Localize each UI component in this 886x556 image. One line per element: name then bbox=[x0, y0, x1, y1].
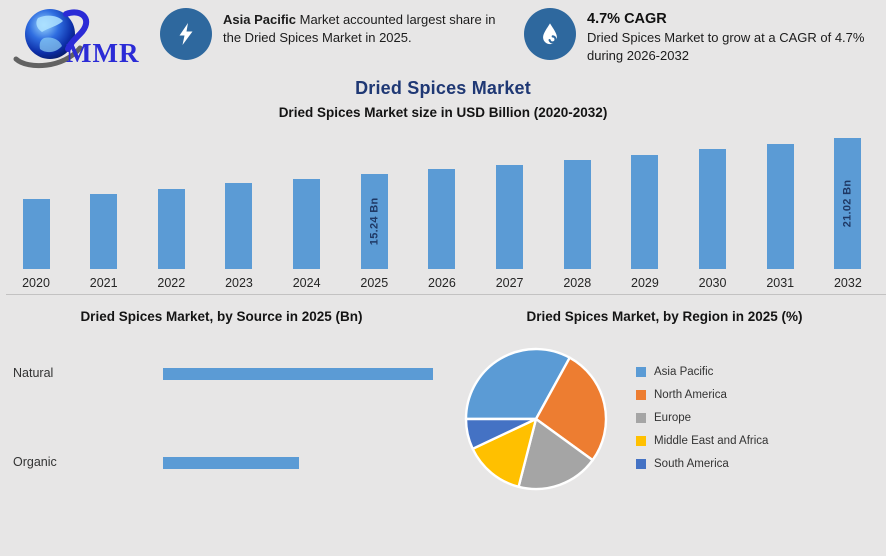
x-axis-label-2024: 2024 bbox=[292, 276, 321, 290]
x-axis-label-2027: 2027 bbox=[495, 276, 524, 290]
column-2024: 2024 bbox=[292, 179, 322, 290]
bar-2025: 15.24 Bn bbox=[360, 173, 388, 269]
legend-swatch-icon bbox=[636, 367, 646, 377]
column-2025: 15.24 Bn 2025 bbox=[359, 173, 389, 290]
x-axis-label-2030: 2030 bbox=[698, 276, 727, 290]
bar-value-label-2032: 21.02 Bn bbox=[841, 179, 854, 228]
column-2023: 2023 bbox=[224, 183, 254, 290]
pie-slice-asia-pacific bbox=[464, 347, 571, 421]
legend-label: Middle East and Africa bbox=[654, 435, 769, 447]
column-2032: 21.02 Bn 2032 bbox=[833, 137, 863, 290]
legend-label: North America bbox=[654, 389, 727, 401]
bar-2029 bbox=[631, 154, 659, 269]
column-2029: 2029 bbox=[630, 154, 660, 290]
bar-2020 bbox=[22, 199, 50, 269]
chart-subtitle: Dried Spices Market size in USD Billion … bbox=[278, 105, 608, 120]
column-2020: 2020 bbox=[21, 199, 51, 290]
x-axis-label-2028: 2028 bbox=[563, 276, 592, 290]
callout-1-rest: Market accounted largest share in the Dr… bbox=[223, 12, 496, 46]
callout-1-lead: Asia Pacific bbox=[223, 12, 296, 27]
x-axis-label-2023: 2023 bbox=[225, 276, 253, 290]
legend-item-north-america: North America bbox=[636, 388, 768, 402]
droplet-icon bbox=[524, 8, 576, 60]
column-2027: 2027 bbox=[495, 164, 525, 290]
lightning-icon bbox=[160, 8, 212, 60]
bar-2023 bbox=[225, 183, 253, 269]
globe-icon: MMR bbox=[13, 9, 139, 69]
x-axis-label-2020: 2020 bbox=[22, 276, 50, 290]
source-label-natural: Natural bbox=[13, 366, 54, 380]
page-title: Dried Spices Market bbox=[355, 78, 531, 98]
bar-2021 bbox=[90, 194, 118, 269]
source-label-organic: Organic bbox=[13, 455, 57, 469]
bar-value-label-2025: 15.24 Bn bbox=[368, 197, 381, 246]
cagr-heading: 4.7% CAGR bbox=[587, 11, 667, 27]
source-bar-organic bbox=[163, 457, 299, 469]
legend-item-south-america: South America bbox=[636, 457, 768, 471]
legend-swatch-icon bbox=[636, 413, 646, 423]
x-axis-label-2026: 2026 bbox=[428, 276, 456, 290]
column-2028: 2028 bbox=[562, 159, 592, 290]
cagr-text: Dried Spices Market to grow at a CAGR of… bbox=[587, 30, 865, 64]
bar-2030 bbox=[699, 149, 727, 269]
bar-2027 bbox=[496, 164, 524, 269]
x-axis-line bbox=[6, 294, 886, 295]
bar-2026 bbox=[428, 169, 456, 269]
x-axis-label-2025: 2025 bbox=[360, 276, 389, 290]
x-axis-label-2021: 2021 bbox=[89, 276, 118, 290]
pie-slice-europe bbox=[517, 417, 594, 491]
bar-2031 bbox=[766, 143, 794, 269]
logo-text: MMR bbox=[66, 38, 139, 68]
column-2022: 2022 bbox=[156, 189, 186, 290]
legend-swatch-icon bbox=[636, 436, 646, 446]
source-chart-title: Dried Spices Market, by Source in 2025 (… bbox=[80, 309, 363, 324]
bar-2032: 21.02 Bn bbox=[834, 137, 862, 269]
market-size-column-chart: 2020 2021 2022 2023 2024 15.24 Bn 2025 2026 2027… bbox=[21, 130, 863, 292]
legend-swatch-icon bbox=[636, 459, 646, 469]
pie-legend: Asia Pacific North America Europe Middle Ea… bbox=[636, 365, 768, 480]
column-2021: 2021 bbox=[89, 194, 119, 290]
mmr-logo: MMR bbox=[8, 4, 140, 70]
x-axis-label-2022: 2022 bbox=[157, 276, 186, 290]
x-axis-label-2031: 2031 bbox=[766, 276, 795, 290]
legend-label: Asia Pacific bbox=[654, 366, 714, 378]
legend-label: South America bbox=[654, 458, 729, 470]
legend-item-asia-pacific: Asia Pacific bbox=[636, 365, 768, 379]
legend-item-middle-east-and-africa: Middle East and Africa bbox=[636, 434, 768, 448]
bar-2022 bbox=[157, 189, 185, 269]
bar-2024 bbox=[293, 179, 321, 269]
callout-1-text: Asia Pacific Market accounted largest sh… bbox=[223, 11, 515, 48]
pie-slice-north-america bbox=[534, 356, 608, 462]
region-pie-chart bbox=[464, 347, 608, 491]
pie-slice-south-america bbox=[464, 417, 538, 450]
callout-cagr: 4.7% CAGR Dried Spices Market to grow at… bbox=[524, 8, 880, 66]
legend-item-europe: Europe bbox=[636, 411, 768, 425]
column-2031: 2031 bbox=[765, 143, 795, 290]
column-2030: 2030 bbox=[698, 149, 728, 290]
column-2026: 2026 bbox=[427, 169, 457, 290]
x-axis-label-2029: 2029 bbox=[631, 276, 659, 290]
bar-2028 bbox=[563, 159, 591, 269]
x-axis-label-2032: 2032 bbox=[833, 276, 862, 290]
source-bar-natural bbox=[163, 368, 433, 380]
region-chart-title: Dried Spices Market, by Region in 2025 (… bbox=[526, 309, 803, 324]
legend-swatch-icon bbox=[636, 390, 646, 400]
callout-asia-pacific: Asia Pacific Market accounted largest sh… bbox=[160, 8, 515, 60]
legend-label: Europe bbox=[654, 412, 692, 424]
